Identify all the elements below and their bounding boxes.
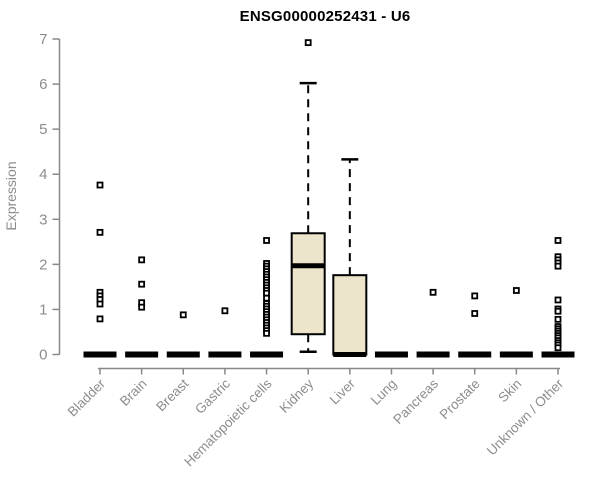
outlier-point-hematopoietic-cells (263, 329, 270, 337)
outlier-point-skin (512, 287, 520, 294)
collapsed-box-brain (125, 351, 159, 358)
outlier-point-kidney (304, 39, 312, 47)
outlier-point-bladder (96, 315, 104, 323)
outlier-point-unknown-other (554, 307, 562, 315)
collapsed-box-unknown-other (541, 351, 575, 358)
outlier-point-gastric (221, 307, 229, 315)
outlier-point-brain (138, 280, 146, 288)
outlier-point-bladder (96, 300, 104, 308)
collapsed-box-breast (166, 351, 200, 358)
collapsed-box-prostate (458, 351, 492, 358)
box-liver (332, 274, 368, 356)
x-tick-label-pancreas: Pancreas (390, 376, 441, 427)
x-tick-label-prostate: Prostate (437, 376, 483, 422)
chart-title: ENSG00000252431 - U6 (239, 8, 411, 25)
x-tick-label-gastric: Gastric (192, 376, 233, 417)
collapsed-box-hematopoietic-cells (250, 351, 284, 358)
box-kidney (290, 232, 326, 336)
outlier-point-bladder (96, 228, 104, 236)
y-tick-label: 4 (39, 166, 47, 183)
y-tick-label: 5 (39, 121, 47, 138)
outlier-point-pancreas (429, 288, 437, 296)
x-tick-label-lung: Lung (368, 376, 400, 408)
outlier-point-unknown-other (554, 344, 562, 352)
x-tick-label-skin: Skin (495, 376, 524, 405)
outlier-point-bladder (96, 181, 104, 189)
y-tick-label: 6 (39, 76, 47, 93)
outlier-point-hematopoietic-cells (263, 294, 270, 302)
collapsed-box-bladder (83, 351, 117, 358)
y-tick-label: 1 (39, 301, 47, 318)
collapsed-box-lung (374, 351, 408, 358)
x-tick-label-brain: Brain (117, 376, 150, 409)
y-tick-label: 3 (39, 211, 47, 228)
outlier-point-unknown-other (554, 296, 562, 304)
collapsed-box-skin (499, 351, 533, 358)
outlier-point-unknown-other (554, 237, 562, 244)
x-tick-label-unknown-other: Unknown / Other (484, 376, 567, 459)
outlier-point-brain (138, 303, 146, 311)
collapsed-box-gastric (208, 351, 242, 358)
outlier-point-prostate (471, 292, 479, 300)
outlier-point-unknown-other (554, 315, 562, 323)
y-tick-label: 2 (39, 256, 47, 273)
outlier-point-brain (138, 256, 146, 264)
collapsed-box-pancreas (416, 351, 450, 358)
x-tick-label-breast: Breast (153, 376, 191, 414)
y-tick-label: 7 (39, 31, 47, 48)
x-tick-label-kidney: Kidney (277, 376, 317, 416)
outlier-point-unknown-other (554, 262, 562, 270)
outlier-point-prostate (471, 310, 479, 317)
outlier-point-hematopoietic-cells (263, 237, 270, 244)
y-tick-label: 0 (39, 347, 47, 364)
outlier-point-breast (179, 311, 187, 319)
x-tick-label-bladder: Bladder (65, 376, 109, 420)
x-tick-label-liver: Liver (327, 376, 359, 408)
